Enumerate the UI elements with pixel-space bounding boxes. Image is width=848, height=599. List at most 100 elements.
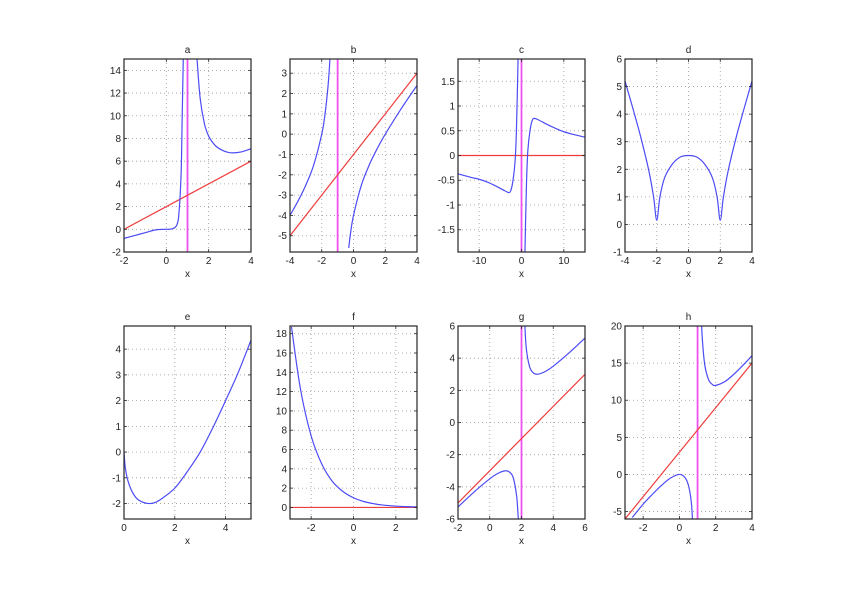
y-tick-label: 3 — [281, 69, 287, 80]
y-tick-label: -4 — [446, 482, 455, 493]
x-tick-label: -4 — [621, 256, 630, 267]
function-curve — [196, 59, 251, 154]
function-curve — [524, 117, 585, 252]
y-tick-label: 0 — [616, 470, 622, 481]
axes-frame — [123, 58, 252, 253]
subplot-title: f — [352, 312, 355, 323]
y-tick-label: 1 — [616, 192, 622, 203]
y-tick-label: -5 — [278, 231, 287, 242]
y-tick-label: 1 — [115, 422, 121, 433]
x-tick-label: -4 — [286, 256, 295, 267]
x-tick-label: 4 — [223, 523, 229, 534]
y-tick-label: 4 — [281, 464, 287, 475]
y-tick-label: 6 — [115, 157, 121, 168]
y-tick-label: -1 — [446, 200, 455, 211]
grid-lines — [625, 326, 752, 519]
y-tick-label: 4 — [616, 110, 622, 121]
function-curve — [124, 339, 251, 505]
y-tick-label: -4 — [278, 211, 287, 222]
function-curve — [124, 59, 184, 239]
y-tick-label: -5 — [613, 507, 622, 518]
function-curve — [290, 59, 331, 216]
axes-frame — [123, 325, 252, 520]
x-tick-label: -2 — [454, 523, 463, 534]
x-tick-label: 0 — [121, 523, 127, 534]
y-tick-label: 0 — [281, 503, 287, 514]
x-tick-label: 10 — [558, 256, 570, 267]
x-tick-label: 2 — [172, 523, 178, 534]
y-tick-label: 12 — [110, 89, 122, 100]
x-tick-label: 2 — [519, 523, 525, 534]
function-curve — [524, 326, 585, 375]
y-tick-label: 2 — [115, 202, 121, 213]
y-tick-label: 12 — [276, 387, 288, 398]
y-tick-label: 4 — [115, 345, 121, 356]
x-tick-label: 4 — [550, 523, 556, 534]
y-tick-label: 2 — [281, 89, 287, 100]
x-tick-label: 0 — [519, 256, 525, 267]
oblique-asymptote-line — [625, 362, 752, 519]
function-curve — [625, 80, 752, 221]
y-tick-label: 14 — [276, 368, 288, 379]
grid-lines — [290, 59, 417, 252]
function-curve — [458, 470, 519, 519]
x-axis-label: x — [519, 269, 524, 280]
y-tick-label: 3 — [616, 137, 622, 148]
y-tick-label: 0 — [281, 130, 287, 141]
x-tick-label: 2 — [717, 256, 723, 267]
function-curve — [631, 473, 694, 519]
x-tick-label: 0 — [487, 523, 493, 534]
y-tick-label: 15 — [611, 359, 623, 370]
x-tick-label: 2 — [206, 256, 212, 267]
y-tick-label: 6 — [449, 322, 455, 333]
x-tick-label: 4 — [248, 256, 254, 267]
oblique-asymptote-line — [124, 160, 251, 230]
x-tick-label: 0 — [351, 256, 357, 267]
plot-area — [290, 326, 417, 509]
subplot-f: -2 0 2 0 2 4 6 8 10 12 14 16 18 f x — [276, 312, 418, 547]
x-axis-label: x — [686, 536, 691, 547]
grid-lines — [124, 326, 251, 519]
y-tick-label: 1.5 — [441, 77, 455, 88]
oblique-asymptote-line — [290, 72, 417, 237]
function-curve — [348, 85, 417, 249]
y-tick-label: -2 — [278, 170, 287, 181]
y-tick-label: -1 — [613, 248, 622, 259]
x-tick-label: 0 — [164, 256, 170, 267]
subplot-e: 0 2 4 -2 -1 0 1 2 3 4 e x — [112, 312, 252, 547]
y-tick-label: 3 — [115, 370, 121, 381]
y-tick-label: 0.5 — [441, 126, 455, 137]
x-tick-label: 2 — [393, 523, 399, 534]
axes-frame — [624, 325, 753, 520]
subplot-c: -10 0 10 -1.5 -1 -0.5 0 0.5 1 1.5 c x — [438, 45, 586, 280]
y-tick-label: 6 — [281, 445, 287, 456]
y-tick-label: -3 — [278, 191, 287, 202]
y-tick-label: -2 — [112, 499, 121, 510]
y-tick-label: -1.5 — [438, 225, 456, 236]
grid-lines — [124, 59, 251, 252]
y-tick-label: 8 — [115, 134, 121, 145]
subplot-a: -2 0 2 4 -2 0 2 4 6 8 10 12 14 a x — [110, 45, 254, 280]
plot-area — [124, 59, 251, 252]
x-tick-label: 2 — [713, 523, 719, 534]
y-tick-label: 10 — [110, 111, 122, 122]
plot-area — [124, 339, 251, 505]
x-axis-label: x — [185, 269, 190, 280]
plot-area — [458, 326, 585, 519]
subplot-title: h — [686, 312, 692, 323]
y-tick-label: 0 — [449, 151, 455, 162]
subplot-d: -4 -2 0 2 4 -1 0 1 2 3 4 5 6 d x — [613, 45, 755, 280]
y-tick-label: -2 — [446, 450, 455, 461]
x-tick-label: -10 — [472, 256, 487, 267]
y-tick-label: -1 — [278, 150, 287, 161]
y-tick-label: 4 — [115, 179, 121, 190]
y-tick-label: 5 — [616, 82, 622, 93]
y-tick-label: 16 — [276, 349, 288, 360]
x-tick-label: -2 — [120, 256, 129, 267]
y-tick-label: 10 — [276, 406, 288, 417]
subplot-g: -2 0 2 4 6 -6 -4 -2 0 2 4 6 g x — [446, 312, 588, 547]
subplot-title: c — [519, 45, 524, 56]
x-tick-label: -2 — [639, 523, 648, 534]
y-tick-label: 6 — [616, 55, 622, 66]
